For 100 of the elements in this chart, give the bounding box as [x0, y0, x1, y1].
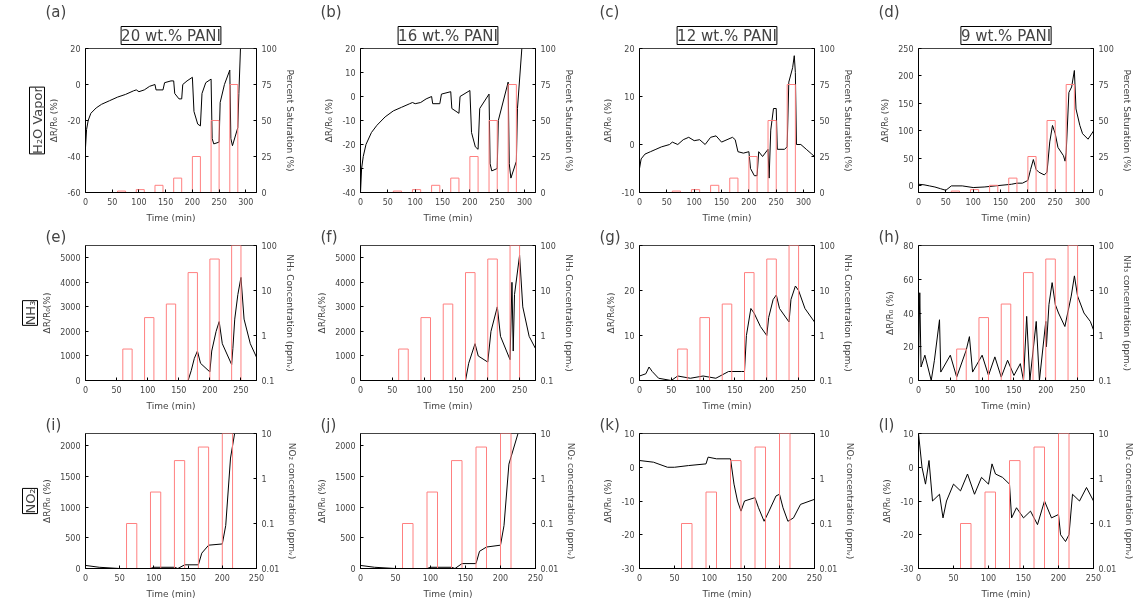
x-tick-label: 50: [940, 197, 951, 207]
y-tick-label: 1000: [335, 503, 356, 513]
y-tick-label: -20: [621, 531, 635, 541]
y2-tick-label: 0.01: [261, 565, 280, 574]
x-tick-label: 200: [741, 197, 757, 207]
x-tick-label: 50: [669, 573, 680, 583]
y-tick-label: 80: [903, 242, 914, 251]
y-axis-title: ΔR/R₀ (%): [49, 98, 60, 143]
x-tick-label: 150: [727, 385, 743, 395]
x-tick-label: 50: [387, 385, 398, 395]
y-tick-label: 500: [65, 534, 81, 544]
y2-axis-title: NH₃ Concentration (ppmᵥ): [563, 254, 574, 372]
text: (b): [320, 2, 342, 21]
x-tick-label: 250: [1069, 385, 1086, 395]
y-tick-label: 4000: [60, 278, 81, 288]
y2-axis-title: Percent Saturation (%): [284, 69, 295, 172]
x-tick-label: 250: [511, 385, 528, 395]
y2-tick-label: 100: [540, 242, 556, 251]
y-tick-label: 20: [903, 343, 914, 353]
y-tick-label: 1500: [335, 472, 356, 482]
y2-tick-label: 0: [1098, 189, 1104, 198]
x-tick-label: 300: [1074, 197, 1091, 207]
x-tick-label: 250: [806, 573, 823, 583]
x-tick-label: 300: [238, 197, 254, 207]
y-tick-label: 60: [903, 275, 914, 285]
text: (i): [45, 415, 62, 434]
y-tick-label: -10: [621, 189, 635, 198]
x-tick-label: 0: [82, 197, 89, 207]
x-tick-label: 50: [948, 573, 959, 583]
y-axis-title: ΔR/R₀ (%): [880, 98, 891, 143]
y2-tick-label: 100: [540, 45, 556, 54]
text: (j): [320, 415, 337, 434]
y2-tick-label: 10: [1098, 430, 1109, 439]
y2-tick-label: 1: [261, 475, 267, 484]
text: (h): [878, 227, 900, 246]
x-tick-label: 50: [111, 385, 122, 395]
y2-tick-label: 0.1: [1098, 377, 1112, 386]
y2-tick-label: 0.1: [261, 520, 275, 529]
y2-axis-title: Percent Saturation (%): [563, 69, 574, 172]
x-axis-title: Time (min): [422, 588, 473, 599]
x-tick-label: 100: [974, 385, 990, 395]
text: NH₃: [22, 300, 38, 326]
x-tick-label: 0: [357, 573, 364, 583]
text: (g): [599, 227, 621, 246]
y2-tick-label: 10: [540, 287, 551, 296]
y2-tick-label: 1: [819, 475, 825, 484]
y2-tick-label: 75: [261, 81, 272, 90]
y2-tick-label: 0.1: [1098, 520, 1112, 529]
y-tick-label: 20: [624, 287, 635, 296]
y-tick-label: 10: [624, 93, 635, 102]
x-tick-label: 150: [736, 573, 753, 583]
y2-tick-label: 0: [261, 189, 267, 198]
y-tick-label: 0: [908, 182, 914, 192]
x-tick-label: 200: [1020, 197, 1036, 207]
y-tick-label: 0: [629, 463, 635, 473]
y-tick-label: 3000: [60, 303, 81, 313]
y-axis-title: ΔR/R₀(%): [317, 292, 328, 334]
y-tick-label: 10: [903, 430, 914, 439]
y-tick-label: 30: [624, 242, 635, 251]
y-tick-label: 2000: [335, 442, 356, 452]
y2-axis-title: NO₂ concentration (ppmᵥ): [566, 442, 577, 560]
x-tick-label: 0: [82, 573, 89, 583]
x-tick-label: 150: [448, 385, 464, 395]
text: (k): [599, 415, 620, 434]
y-tick-label: -40: [67, 153, 81, 162]
x-tick-label: 150: [180, 573, 196, 583]
text: (c): [599, 2, 620, 21]
y2-tick-label: 50: [540, 117, 551, 126]
y-tick-label: 5000: [60, 254, 81, 264]
x-axis-title: Time (min): [980, 400, 1031, 411]
x-tick-label: 50: [390, 573, 401, 583]
y2-tick-label: 100: [819, 45, 835, 54]
x-tick-label: 250: [1085, 573, 1102, 583]
y2-axis-title: NH₃ Concentration (ppmᵥ): [284, 254, 295, 372]
y-tick-label: 20: [345, 45, 356, 54]
y2-axis-title: NO₂ concentration (ppmᵥ): [287, 442, 298, 560]
y2-tick-label: 0.01: [540, 565, 559, 574]
x-tick-label: 200: [184, 197, 201, 207]
x-tick-label: 0: [82, 385, 89, 395]
x-tick-label: 200: [214, 573, 230, 583]
y2-tick-label: 50: [261, 117, 272, 126]
y-tick-label: 1500: [60, 472, 81, 482]
x-tick-label: 250: [211, 197, 227, 207]
x-tick-label: 100: [407, 197, 423, 207]
x-axis-title: Time (min): [980, 212, 1031, 223]
x-axis-title: Time (min): [145, 400, 196, 411]
y-axis-title: ΔR/R₀ (%): [42, 479, 53, 523]
y-tick-label: -20: [67, 117, 81, 126]
y2-tick-label: 25: [819, 153, 830, 162]
y-tick-label: 4000: [335, 278, 356, 288]
x-tick-label: 0: [636, 573, 643, 583]
y-tick-label: -20: [342, 141, 356, 150]
y2-tick-label: 1: [540, 475, 546, 484]
x-tick-label: 200: [480, 385, 496, 395]
y-tick-label: 5000: [335, 254, 356, 264]
x-tick-label: 50: [661, 197, 672, 207]
x-axis-title: Time (min): [701, 400, 752, 411]
y-tick-label: 0: [350, 93, 356, 102]
x-tick-label: 300: [516, 197, 533, 207]
y-tick-label: 50: [903, 154, 914, 164]
